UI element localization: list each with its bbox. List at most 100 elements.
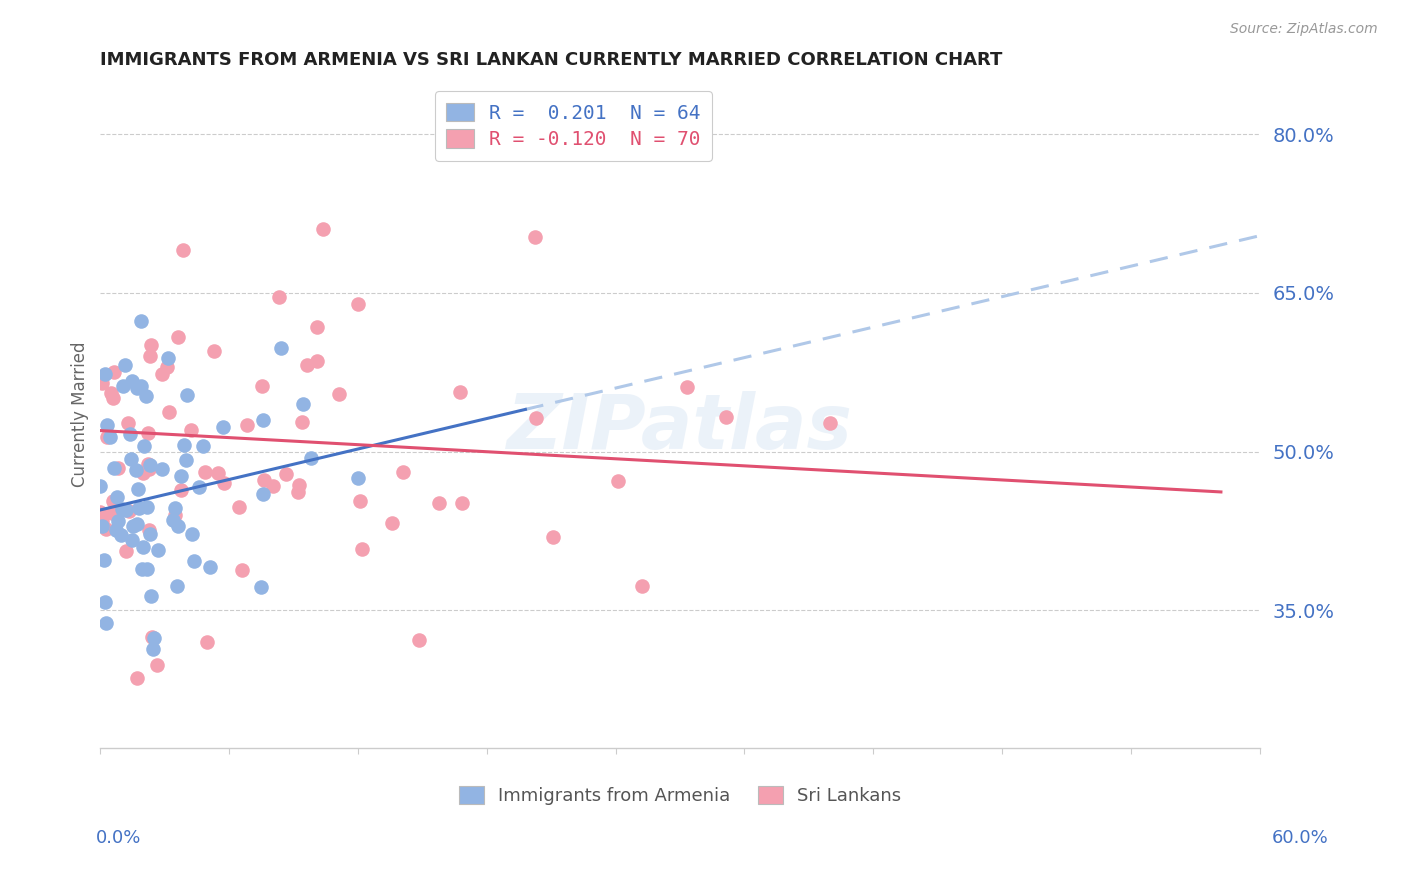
Point [89,479,111,493]
Point [89,505,111,519]
Point [262,479,284,493]
Point [212,475,235,490]
Point [91,519,114,533]
Point [228,500,250,514]
Point [139,458,162,472]
Point [250,379,273,393]
Point [212,420,235,434]
Point [111,502,134,516]
Point [157,351,180,365]
Point [101,493,124,508]
Point [207,466,229,480]
Point [118,427,141,442]
Point [129,379,152,393]
Point [381,516,404,530]
Point [125,517,148,532]
Point [138,349,160,363]
Point [128,501,150,516]
Point [252,412,274,426]
Point [305,354,328,368]
Point [103,391,125,405]
Point [253,473,276,487]
Point [132,540,155,554]
Point [127,482,149,496]
Point [104,523,127,537]
Point [166,330,188,344]
Point [450,496,472,510]
Point [141,630,163,644]
Point [145,658,167,673]
Point [676,380,699,394]
Point [347,471,370,485]
Point [139,589,162,603]
Point [188,481,211,495]
Point [117,417,139,431]
Point [115,543,138,558]
Point [526,410,548,425]
Point [121,533,143,547]
Point [134,439,156,453]
Point [176,387,198,401]
Point [150,367,173,381]
Point [138,523,160,537]
Point [94,615,117,630]
Point [118,504,141,518]
Point [349,494,371,508]
Point [350,541,373,556]
Point [94,595,117,609]
Point [139,527,162,541]
Point [107,461,129,475]
Point [328,387,350,401]
Point [120,452,142,467]
Point [121,374,143,388]
Point [607,474,630,488]
Point [131,562,153,576]
Point [287,485,309,500]
Point [299,451,322,466]
Point [100,386,122,401]
Point [132,466,155,480]
Point [249,580,271,594]
Point [162,513,184,527]
Point [143,632,166,646]
Point [152,462,174,476]
Text: Source: ZipAtlas.com: Source: ZipAtlas.com [1230,22,1378,37]
Point [114,503,136,517]
Point [312,222,335,236]
Point [292,397,315,411]
Point [818,416,841,430]
Point [173,438,195,452]
Point [103,461,125,475]
Point [94,367,117,381]
Text: ZIPatlas: ZIPatlas [508,391,853,465]
Point [136,426,159,441]
Point [252,487,274,501]
Point [235,418,257,433]
Point [202,343,225,358]
Point [195,635,218,649]
Point [156,359,179,374]
Point [139,338,162,352]
Text: IMMIGRANTS FROM ARMENIA VS SRI LANKAN CURRENTLY MARRIED CORRELATION CHART: IMMIGRANTS FROM ARMENIA VS SRI LANKAN CU… [100,51,1002,69]
Point [142,641,165,656]
Point [136,562,159,576]
Point [267,290,290,304]
Point [138,462,160,476]
Point [146,542,169,557]
Point [714,409,737,424]
Point [174,453,197,467]
Point [449,385,471,400]
Point [194,465,217,479]
Point [346,297,368,311]
Point [127,671,149,685]
Point [91,376,114,390]
Point [291,415,314,429]
Point [287,478,309,492]
Point [165,500,187,515]
Point [295,359,318,373]
Point [103,365,125,379]
Point [270,341,292,355]
Point [125,463,148,477]
Point [136,457,159,471]
Point [112,378,135,392]
